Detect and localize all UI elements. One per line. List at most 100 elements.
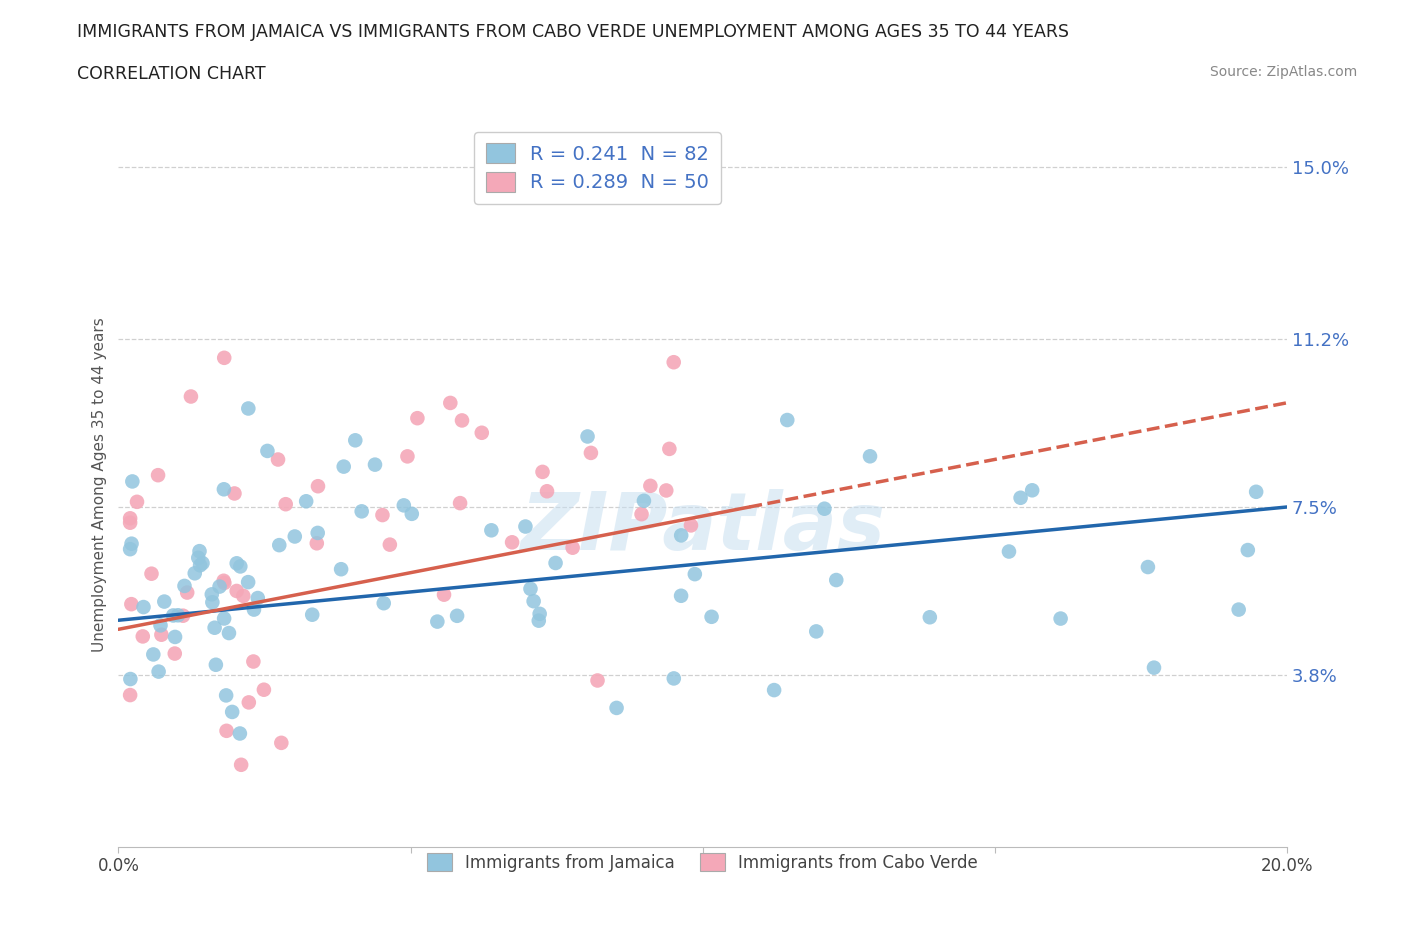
Point [236, 575, 259, 590]
Text: Source: ZipAtlas.com: Source: ZipAtlas.com [1209, 65, 1357, 79]
Point [225, 583, 247, 598]
Point [1244, 485, 1267, 499]
Point [301, 607, 323, 622]
Point [307, 479, 329, 494]
Point [1049, 611, 1071, 626]
Point [132, 600, 155, 615]
Point [270, 736, 292, 751]
Point [350, 504, 373, 519]
Point [148, 664, 170, 679]
Legend: Immigrants from Jamaica, Immigrants from Cabo Verde: Immigrants from Jamaica, Immigrants from… [420, 847, 984, 878]
Point [630, 507, 652, 522]
Point [225, 556, 247, 571]
Point [120, 515, 142, 530]
Point [658, 442, 681, 457]
Point [215, 724, 238, 738]
Point [120, 542, 142, 557]
Point [132, 629, 155, 644]
Point [479, 523, 502, 538]
Point [238, 695, 260, 710]
Point [662, 354, 685, 369]
Point [162, 608, 184, 623]
Point [208, 579, 231, 594]
Point [679, 518, 702, 533]
Point [544, 555, 567, 570]
Point [606, 700, 628, 715]
Point [640, 478, 662, 493]
Point [120, 511, 142, 525]
Point [274, 497, 297, 512]
Point [1143, 660, 1166, 675]
Point [125, 495, 148, 510]
Point [1136, 560, 1159, 575]
Point [396, 449, 419, 464]
Point [165, 630, 187, 644]
Point [655, 483, 678, 498]
Point [120, 687, 142, 702]
Point [471, 425, 494, 440]
Point [776, 413, 799, 428]
Point [918, 610, 941, 625]
Point [212, 573, 235, 588]
Point [163, 646, 186, 661]
Point [120, 597, 142, 612]
Point [284, 529, 307, 544]
Point [229, 726, 252, 741]
Point [120, 671, 142, 686]
Point [527, 613, 550, 628]
Point [212, 611, 235, 626]
Point [449, 496, 471, 511]
Point [446, 608, 468, 623]
Point [188, 558, 211, 573]
Point [1236, 542, 1258, 557]
Point [378, 538, 401, 552]
Point [998, 544, 1021, 559]
Point [401, 507, 423, 522]
Point [426, 614, 449, 629]
Point [561, 540, 583, 555]
Point [295, 494, 318, 509]
Point [180, 389, 202, 404]
Point [121, 537, 143, 551]
Point [501, 535, 523, 550]
Point [172, 608, 194, 623]
Point [150, 627, 173, 642]
Point [269, 538, 291, 552]
Point [173, 578, 195, 593]
Point [141, 566, 163, 581]
Point [519, 581, 541, 596]
Point [364, 458, 387, 472]
Point [246, 591, 269, 605]
Point [224, 486, 246, 501]
Point [523, 593, 546, 608]
Point [212, 351, 235, 365]
Point [433, 587, 456, 602]
Point [201, 587, 224, 602]
Point [212, 482, 235, 497]
Point [149, 618, 172, 632]
Point [191, 556, 214, 571]
Point [344, 432, 367, 447]
Point [633, 493, 655, 508]
Point [238, 401, 260, 416]
Point [669, 589, 692, 604]
Point [221, 705, 243, 720]
Point [153, 594, 176, 609]
Point [813, 501, 835, 516]
Point [204, 620, 226, 635]
Point [215, 688, 238, 703]
Text: ZIPatlas: ZIPatlas [520, 489, 886, 567]
Point [451, 413, 474, 428]
Point [307, 525, 329, 540]
Point [392, 498, 415, 512]
Point [332, 459, 354, 474]
Point [205, 658, 228, 672]
Point [406, 411, 429, 426]
Point [231, 757, 253, 772]
Point [256, 444, 278, 458]
Point [187, 551, 209, 565]
Point [1021, 483, 1043, 498]
Point [531, 464, 554, 479]
Point [700, 609, 723, 624]
Text: CORRELATION CHART: CORRELATION CHART [77, 65, 266, 83]
